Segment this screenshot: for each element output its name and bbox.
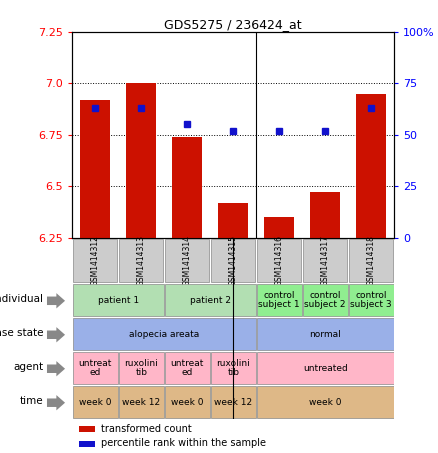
Text: GSM1414315: GSM1414315 xyxy=(229,235,238,286)
Bar xyxy=(211,352,256,384)
Bar xyxy=(257,352,394,384)
Bar xyxy=(310,193,340,238)
Title: GDS5275 / 236424_at: GDS5275 / 236424_at xyxy=(164,18,302,30)
Text: individual: individual xyxy=(0,294,43,304)
FancyArrow shape xyxy=(47,361,65,376)
Text: alopecia areata: alopecia areata xyxy=(129,330,199,338)
Bar xyxy=(165,284,256,316)
Bar xyxy=(257,239,301,282)
Bar xyxy=(349,239,393,282)
Text: agent: agent xyxy=(13,362,43,372)
Text: GSM1414313: GSM1414313 xyxy=(137,235,146,286)
Text: untreated: untreated xyxy=(303,364,348,372)
Bar xyxy=(257,386,394,418)
FancyArrow shape xyxy=(47,293,65,308)
Text: ruxolini
tib: ruxolini tib xyxy=(124,359,158,377)
FancyArrow shape xyxy=(47,327,65,342)
Bar xyxy=(126,83,156,238)
Text: GSM1414317: GSM1414317 xyxy=(321,235,330,286)
FancyArrow shape xyxy=(47,395,65,410)
Bar xyxy=(172,137,202,238)
Bar xyxy=(211,386,256,418)
Text: disease state: disease state xyxy=(0,328,43,338)
Text: transformed count: transformed count xyxy=(101,424,192,434)
Bar xyxy=(211,239,255,282)
Bar xyxy=(356,93,386,238)
Text: control
subject 2: control subject 2 xyxy=(304,291,346,309)
Bar xyxy=(165,352,210,384)
Text: GSM1414314: GSM1414314 xyxy=(183,235,192,286)
Text: normal: normal xyxy=(309,330,341,338)
Bar xyxy=(73,239,117,282)
Bar xyxy=(119,352,164,384)
Text: ruxolini
tib: ruxolini tib xyxy=(216,359,250,377)
Text: week 12: week 12 xyxy=(122,398,160,406)
Text: week 12: week 12 xyxy=(214,398,252,406)
Bar xyxy=(257,318,394,350)
Text: GSM1414316: GSM1414316 xyxy=(275,235,284,286)
Text: percentile rank within the sample: percentile rank within the sample xyxy=(101,439,266,448)
Bar xyxy=(79,426,95,432)
Bar xyxy=(303,284,348,316)
Text: control
subject 1: control subject 1 xyxy=(258,291,300,309)
Text: time: time xyxy=(20,396,43,406)
Bar xyxy=(73,386,118,418)
Text: week 0: week 0 xyxy=(171,398,204,406)
Bar xyxy=(218,203,248,238)
Text: week 0: week 0 xyxy=(79,398,112,406)
Bar xyxy=(73,352,118,384)
Bar xyxy=(349,284,394,316)
Bar xyxy=(79,441,95,447)
Bar xyxy=(264,217,294,238)
Bar xyxy=(165,239,209,282)
Text: patient 2: patient 2 xyxy=(190,296,231,304)
Bar xyxy=(73,318,256,350)
Text: GSM1414318: GSM1414318 xyxy=(367,235,376,286)
Text: week 0: week 0 xyxy=(309,398,342,406)
Text: GSM1414312: GSM1414312 xyxy=(91,235,100,286)
Bar xyxy=(303,239,347,282)
Bar xyxy=(119,239,163,282)
Text: patient 1: patient 1 xyxy=(98,296,139,304)
Text: control
subject 3: control subject 3 xyxy=(350,291,392,309)
Bar xyxy=(80,100,110,238)
Bar xyxy=(257,284,302,316)
Bar xyxy=(165,386,210,418)
Text: untreat
ed: untreat ed xyxy=(170,359,204,377)
Bar xyxy=(119,386,164,418)
Bar xyxy=(73,284,164,316)
Text: untreat
ed: untreat ed xyxy=(78,359,112,377)
